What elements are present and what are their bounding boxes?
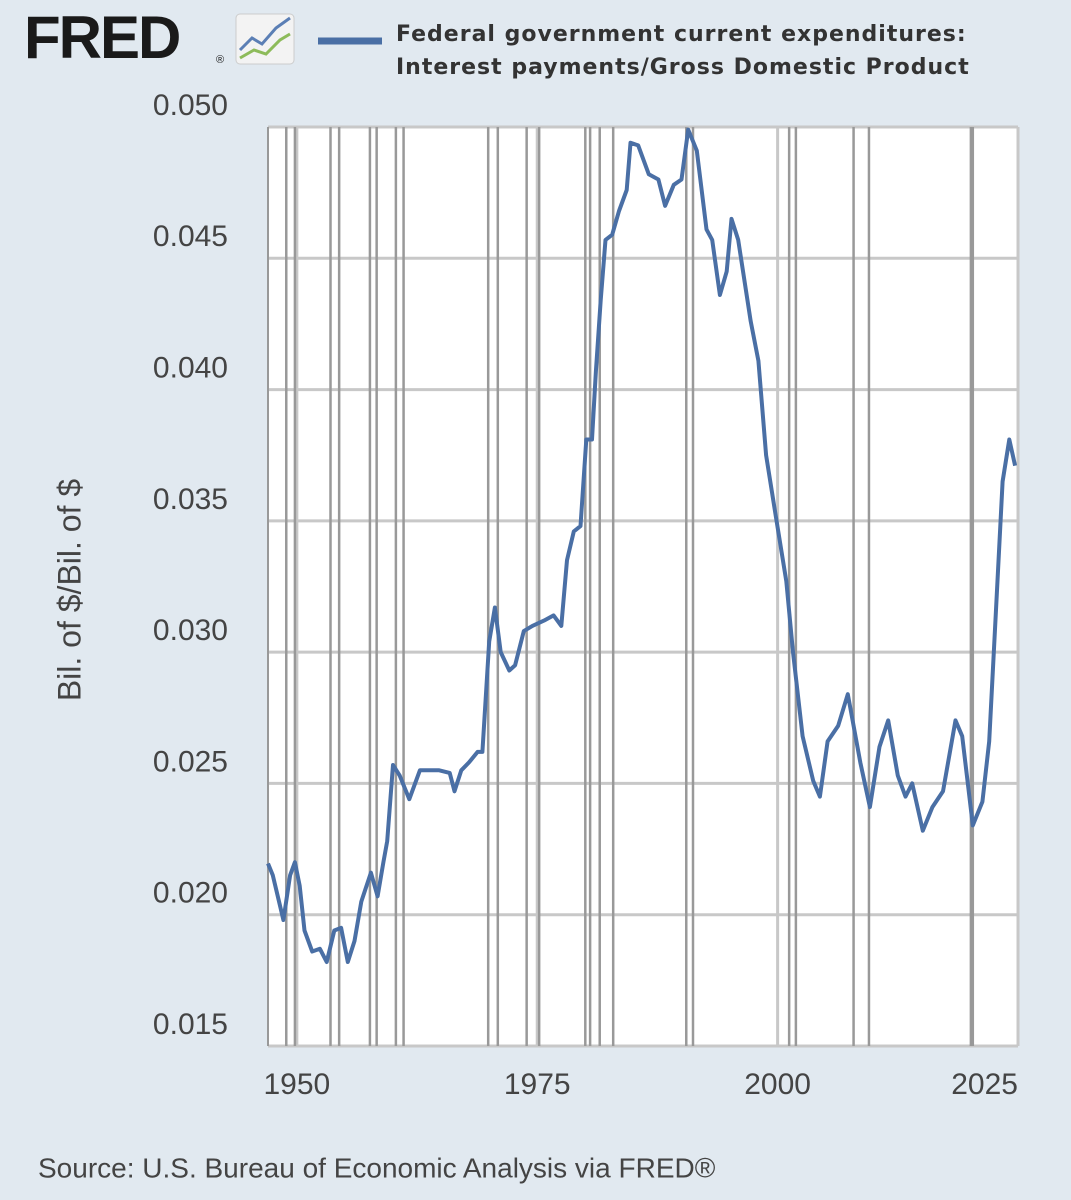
logo: FRED [24,4,179,71]
y-tick-label: 0.020 [153,877,228,910]
logo-icon [235,13,295,65]
y-tick-label: 0.025 [153,745,228,778]
x-tick-label: 2000 [744,1068,811,1101]
legend-label: Federal government current expenditures:… [396,22,970,80]
series-line [266,127,1018,964]
y-tick-label: 0.030 [153,614,228,647]
y-tick-label: 0.045 [153,220,228,253]
source: Source: U.S. Bureau of Economic Analysis… [38,1152,716,1183]
plot-area [268,127,1018,1046]
y-tick-label: 0.040 [153,351,228,384]
y-tick-label: 0.050 [153,89,228,122]
y-tick-label: 0.015 [153,1008,228,1041]
y-axis-label: Bil. of $/Bil. of $ [51,479,87,702]
x-tick-label: 1950 [263,1068,330,1101]
y-tick-label: 0.035 [153,483,228,516]
x-tick-label: 2025 [951,1068,1018,1101]
logo-mark: ® [216,54,224,66]
x-tick-label: 1975 [504,1068,571,1101]
